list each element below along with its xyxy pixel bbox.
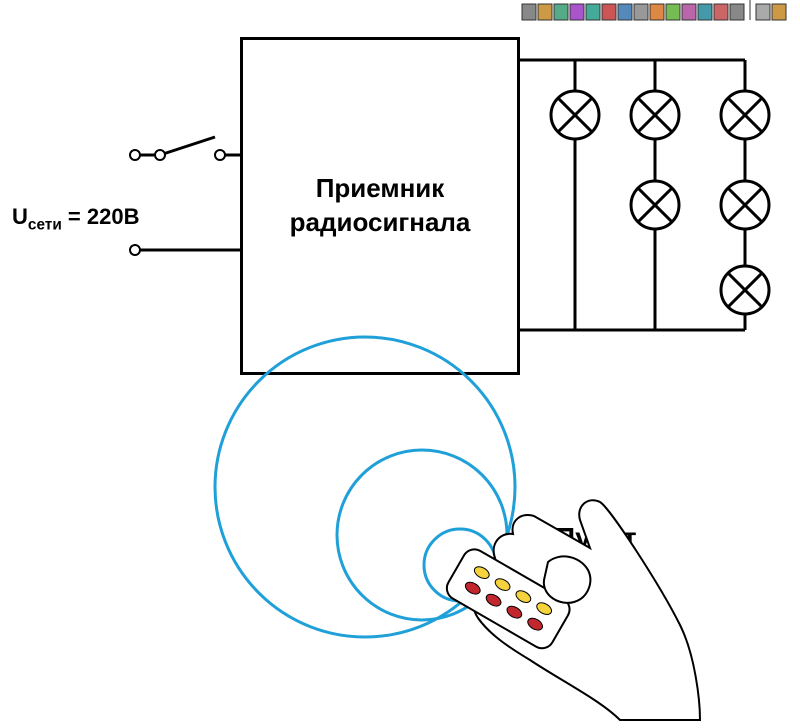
receiver-line1: Приемник bbox=[316, 173, 445, 203]
diagram-canvas: Приемник радиосигнала Uсети = 220В Пульт bbox=[0, 0, 800, 728]
voltage-label: Uсети = 220В bbox=[12, 204, 139, 234]
remote-label: Пульт bbox=[555, 522, 637, 554]
receiver-line2: радиосигнала bbox=[290, 207, 471, 237]
receiver-box: Приемник радиосигнала bbox=[240, 37, 520, 375]
